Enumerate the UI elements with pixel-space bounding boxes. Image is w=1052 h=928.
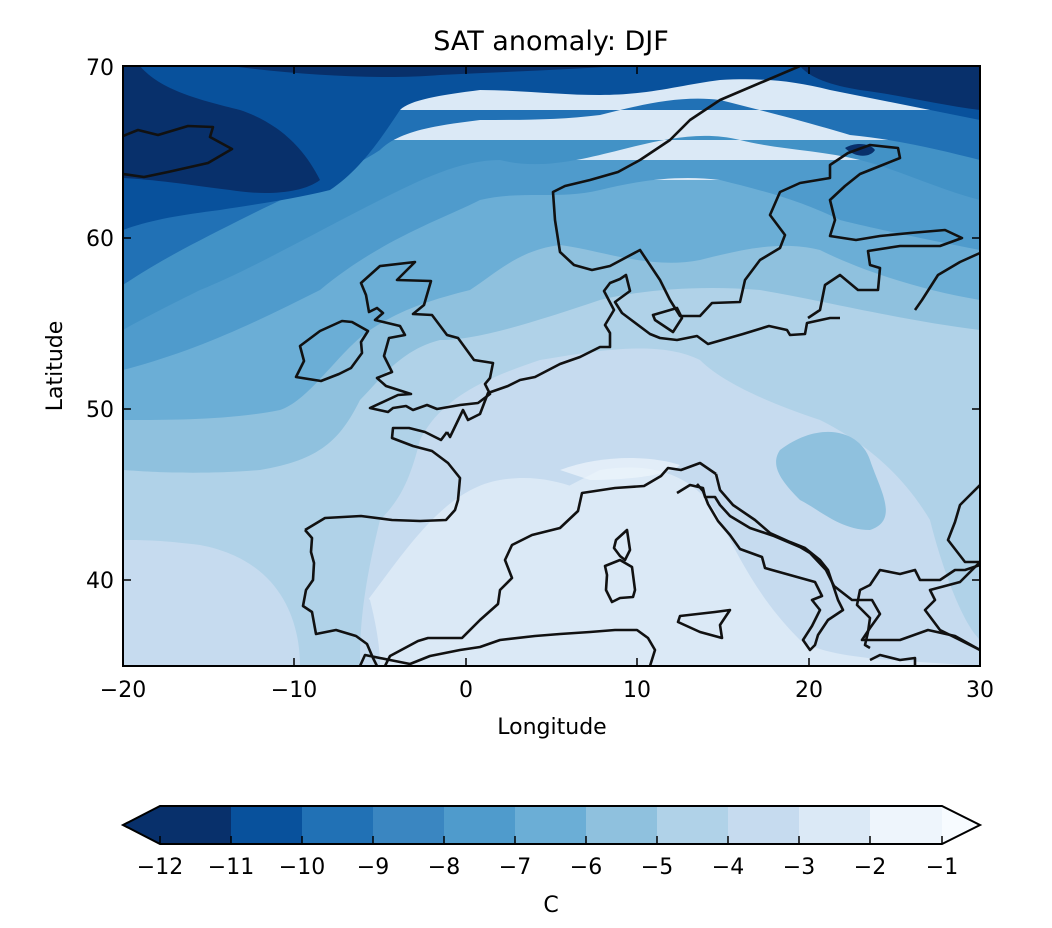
x-axis bbox=[122, 66, 981, 666]
coastline-sardinia bbox=[603, 558, 637, 604]
coastline-crete bbox=[869, 653, 917, 666]
plot-frame bbox=[122, 65, 981, 667]
coastline-greece bbox=[855, 563, 980, 650]
coastlines bbox=[123, 66, 980, 666]
y-tick-label: 50 bbox=[86, 398, 114, 423]
x-tick-label: 0 bbox=[459, 678, 473, 703]
colorbar-tick-label: −4 bbox=[712, 855, 744, 880]
x-tick-label: −10 bbox=[271, 678, 317, 703]
x-tick-label: 20 bbox=[795, 678, 823, 703]
colorbar-tick-label: −8 bbox=[428, 855, 460, 880]
colorbar-tick-label: −9 bbox=[357, 855, 389, 880]
coastline-turkey-west bbox=[946, 484, 980, 564]
coastline-zealand bbox=[651, 306, 684, 334]
x-tick-label: 30 bbox=[966, 678, 994, 703]
x-tick-label: 10 bbox=[623, 678, 651, 703]
y-tick-label: 40 bbox=[86, 569, 114, 594]
colorbar-tick-label: −12 bbox=[137, 855, 183, 880]
coastline-corsica bbox=[612, 528, 632, 562]
y-axis-label: Latitude bbox=[43, 321, 68, 412]
colorbar-tick-label: −2 bbox=[854, 855, 886, 880]
x-tick-label: −20 bbox=[100, 678, 146, 703]
colorbar-tick-label: −6 bbox=[570, 855, 602, 880]
coastline-france-west bbox=[304, 426, 462, 532]
colorbar-extend-min bbox=[123, 806, 160, 844]
coastline-great-britain bbox=[359, 260, 495, 414]
coastline-norway bbox=[551, 66, 964, 320]
y-tick-label: 60 bbox=[86, 227, 114, 252]
coastline-iberia bbox=[301, 529, 379, 666]
colorbar-extend-max bbox=[942, 806, 980, 844]
coastline-aegean bbox=[923, 561, 980, 652]
colorbar-tick-label: −7 bbox=[499, 855, 531, 880]
coastline-adriatic-east bbox=[676, 483, 980, 652]
coastline-sicily bbox=[676, 608, 732, 640]
chart-title: SAT anomaly: DJF bbox=[433, 26, 669, 57]
colorbar-tick-label: −11 bbox=[208, 855, 254, 880]
coastline-france-north bbox=[445, 273, 840, 439]
x-axis-label: Longitude bbox=[497, 715, 606, 740]
colorbar-tick-label: −1 bbox=[926, 855, 958, 880]
y-axis bbox=[123, 237, 980, 581]
y-tick-label: 70 bbox=[86, 56, 114, 81]
colorbar bbox=[120, 805, 983, 845]
coastline-iceland bbox=[123, 124, 234, 179]
coastline-north-africa bbox=[358, 628, 657, 666]
colorbar-label: C bbox=[543, 893, 558, 918]
coastline-ireland bbox=[294, 319, 370, 383]
coastline-baltic bbox=[913, 251, 980, 311]
contour-field bbox=[123, 66, 980, 666]
colorbar-tick-label: −10 bbox=[279, 855, 325, 880]
colorbar-tick-label: −3 bbox=[783, 855, 815, 880]
coastline-iberia-south bbox=[383, 461, 717, 666]
colorbar-tick-label: −5 bbox=[641, 855, 673, 880]
